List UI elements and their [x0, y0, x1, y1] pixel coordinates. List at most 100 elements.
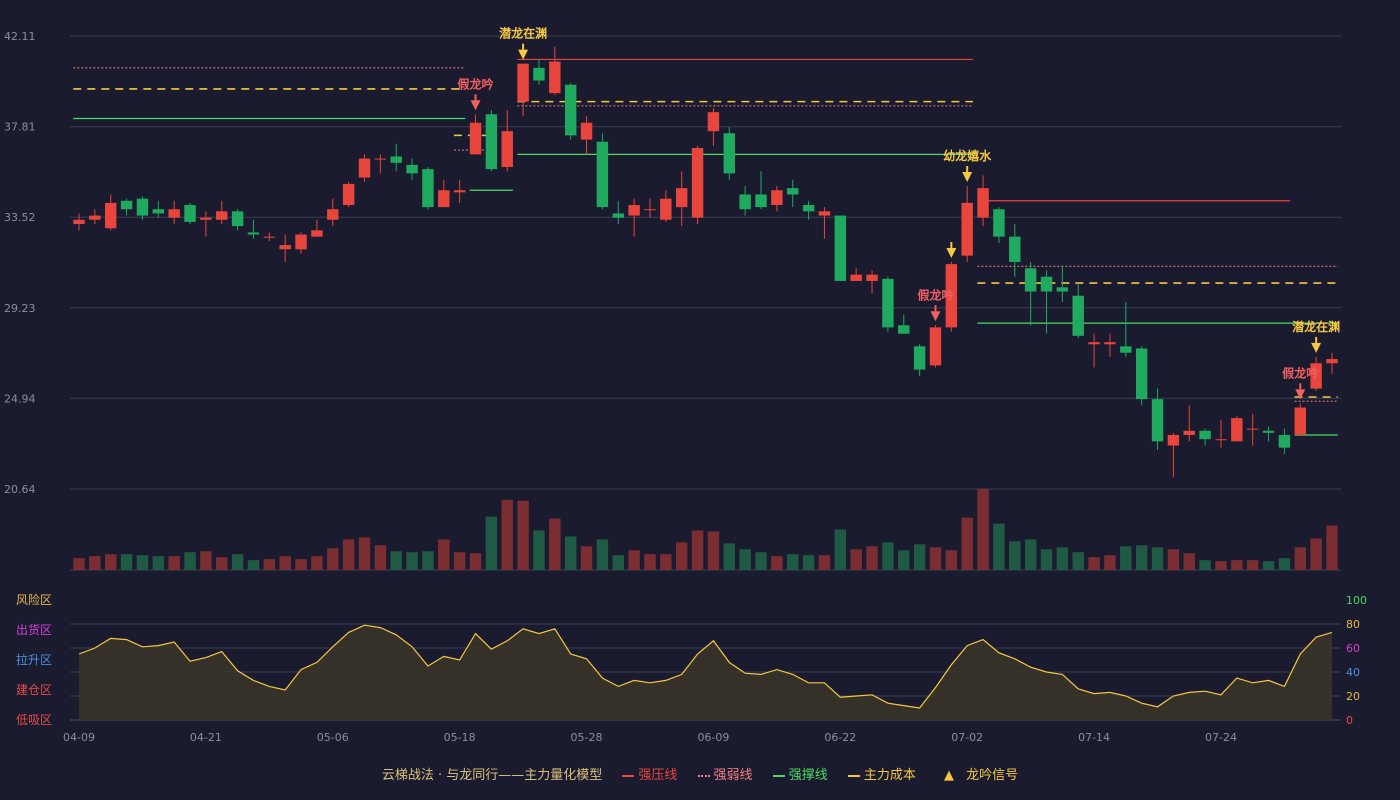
candle-body [374, 158, 387, 160]
volume-bar [247, 560, 260, 570]
candle-body [231, 211, 244, 227]
candle-body [977, 188, 989, 218]
volume-bar [469, 553, 482, 570]
volume-bar [882, 542, 894, 570]
volume-bar [898, 550, 910, 570]
osc-y-tick-label: 100 [1346, 594, 1367, 607]
volume-bar [850, 549, 862, 570]
candle-body [501, 131, 513, 168]
volume-bar [501, 499, 513, 570]
candle-body [89, 215, 101, 220]
volume-bar [1040, 549, 1053, 570]
volume-bar [1135, 545, 1148, 570]
signal-label: 假龙吟 [1282, 365, 1318, 380]
zone-label: 拉升区 [16, 652, 52, 667]
volume-bar [802, 555, 815, 570]
legend-item-weak-line[interactable]: 强弱线 [697, 768, 753, 783]
x-tick-label: 04-21 [190, 731, 222, 744]
volume-bar [707, 531, 720, 570]
y-tick-label: 24.94 [4, 392, 36, 405]
candle-body [1183, 430, 1195, 435]
volume-bar [755, 552, 767, 570]
candle-body [1120, 346, 1132, 353]
legend-label: 强撑线 [788, 768, 828, 783]
osc-line [78, 624, 1333, 709]
volume-bar [263, 559, 276, 570]
volume-bar [564, 536, 577, 570]
x-tick-label: 06-22 [824, 731, 856, 744]
volume-bar [596, 539, 609, 570]
volume-bar [834, 529, 847, 570]
candle-body [723, 133, 736, 174]
volume-bar [136, 555, 149, 570]
candle-body [453, 190, 466, 193]
candle-body [200, 217, 212, 220]
volume-bar [1072, 552, 1084, 570]
legend-label: 强压线 [638, 768, 678, 783]
signal-label: 假龙吟 [458, 76, 494, 91]
candle-body [342, 183, 355, 206]
volume-bar [358, 537, 371, 570]
candle-body [913, 346, 926, 370]
volume-bar [961, 517, 973, 570]
osc-y-tick-label: 80 [1346, 618, 1360, 631]
candle-body [279, 245, 291, 250]
candle-body [1215, 439, 1227, 441]
candle-body [644, 209, 656, 211]
candle-body [1135, 348, 1148, 400]
legend-item-support[interactable]: 强撑线 [772, 768, 828, 783]
candle-body [73, 219, 85, 224]
oscillator-panel [70, 623, 1341, 721]
osc-y-tick-label: 20 [1346, 690, 1360, 703]
volume-bar [200, 551, 212, 570]
candle-body [216, 211, 228, 220]
candle-body [105, 202, 117, 229]
candle-body [850, 274, 862, 281]
y-tick-label: 20.64 [4, 483, 36, 496]
volume-bar [628, 550, 640, 570]
legend-item-signal[interactable]: ▲ 龙吟信号 [936, 768, 1018, 783]
volume-bar [660, 554, 672, 570]
candle-body [1326, 359, 1338, 364]
legend: 云梯战法 · 与龙同行——主力量化模型 强压线 强弱线 强撑线 主力成本 ▲ 龙… [0, 764, 1400, 783]
candle-body [596, 141, 609, 208]
candle-body [1072, 295, 1084, 336]
x-tick-label: 06-09 [697, 731, 729, 744]
candle-body [120, 200, 133, 210]
candle-body [1040, 276, 1053, 292]
candle-body [517, 63, 529, 102]
signal-arrow-icon [962, 172, 973, 183]
candle-body [866, 274, 878, 281]
volume-bar [327, 548, 339, 570]
signal-label: 潜龙在渊 [1292, 319, 1340, 334]
x-tick-label: 05-06 [317, 731, 349, 744]
signal-arrow-icon [930, 311, 941, 322]
volume-bar [1278, 558, 1291, 570]
signal-arrow-icon [1311, 342, 1322, 353]
volume-bar [485, 516, 498, 570]
legend-label: 强弱线 [713, 768, 753, 783]
signal-label: 潜龙在渊 [499, 26, 547, 41]
volume-bar [1215, 561, 1227, 570]
legend-item-strong-pressure[interactable]: 强压线 [622, 768, 677, 783]
volume-bar [913, 544, 926, 570]
zone-label: 出货区 [16, 622, 52, 637]
candle-body [1199, 430, 1211, 440]
volume-bar [152, 556, 165, 570]
candle-body [1104, 342, 1116, 345]
price-grid [70, 35, 1341, 571]
candle-body [787, 188, 799, 195]
candle-body [311, 230, 323, 237]
legend-item-cost[interactable]: 主力成本 [847, 768, 916, 783]
volume-bar [866, 546, 878, 570]
candle-body [295, 234, 307, 250]
y-tick-label: 37.81 [4, 121, 36, 134]
volume-bar [993, 523, 1005, 570]
volume-bar [723, 543, 736, 570]
volume-bar [945, 550, 958, 570]
candle-body [802, 205, 815, 212]
volume-bar [977, 489, 989, 570]
volume-bar [1183, 553, 1195, 570]
signal-label: 幼龙嬉水 [943, 148, 992, 163]
candle-body [1009, 236, 1021, 262]
